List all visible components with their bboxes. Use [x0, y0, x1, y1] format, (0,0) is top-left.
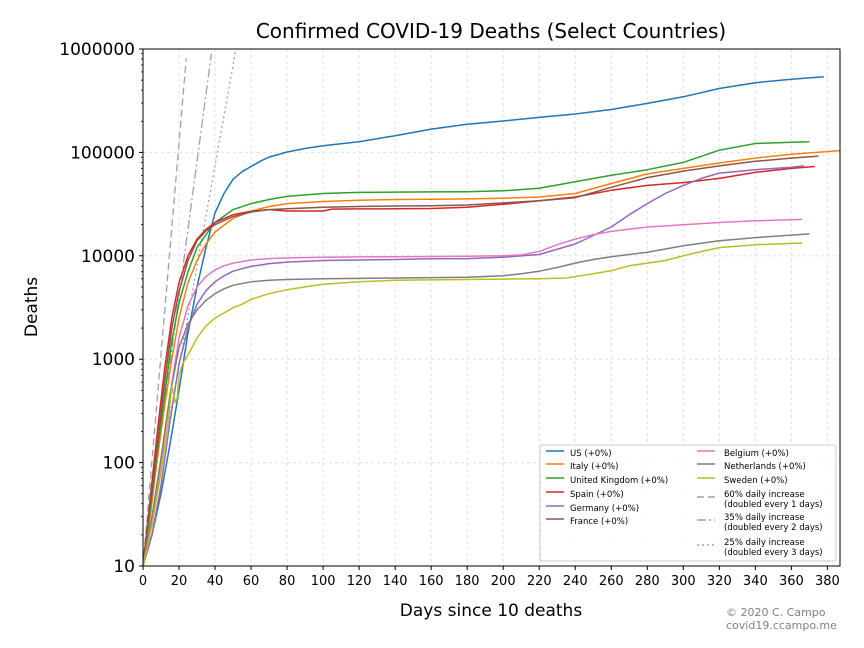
legend-label: Spain (+0%): [570, 490, 624, 500]
x-tick-label: 160: [419, 574, 444, 589]
series-line-1: [143, 149, 840, 566]
series-lines: [143, 75, 840, 566]
legend-label: 25% daily increase: [724, 538, 804, 548]
x-tick-label: 300: [671, 574, 696, 589]
legend-label: US (+0%): [570, 449, 612, 459]
series-line-5: [143, 155, 819, 566]
legend-label: (doubled every 2 days): [724, 523, 823, 533]
legend-label: Belgium (+0%): [724, 449, 789, 459]
x-tick-label: 220: [527, 574, 552, 589]
legend-label: France (+0%): [570, 517, 628, 527]
grid-lines: [143, 49, 840, 566]
legend-label: 60% daily increase: [724, 490, 804, 500]
legend-label: 35% daily increase: [724, 513, 804, 523]
y-tick-label: 1000000: [59, 40, 135, 60]
legend-box: [539, 444, 837, 562]
x-axis-label: Days since 10 deaths: [400, 601, 583, 621]
x-tick-label: 260: [599, 574, 624, 589]
y-axis-label: Deaths: [22, 277, 42, 337]
x-axis-ticks: 0 20 40 60 80 100 120 140 160 180 200 220 240 260 280 3…: [139, 566, 840, 589]
x-tick-label: 320: [707, 574, 732, 589]
x-tick-label: 80: [279, 574, 296, 589]
plot-frame: [142, 48, 841, 567]
series-line-2: [143, 140, 810, 566]
legend-label: Italy (+0%): [570, 462, 618, 472]
legend-label: (doubled every 1 days): [724, 500, 823, 510]
credit-line-2: covid19.ccampo.me: [726, 619, 837, 632]
x-tick-label: 380: [815, 574, 840, 589]
legend: US (+0%) Italy (+0%) United Kingdom (+0%) S…: [539, 444, 837, 562]
y-axis-ticks: 10 100 1000 10000 100000 1000000: [59, 40, 143, 577]
series-line-3: [143, 165, 815, 566]
legend-label: Netherlands (+0%): [724, 462, 806, 472]
x-tick-label: 240: [563, 574, 588, 589]
x-tick-label: 140: [383, 574, 408, 589]
y-tick-label: 10: [113, 557, 135, 577]
series-line-6: [143, 218, 803, 566]
reference-line-9: [143, 58, 187, 566]
x-tick-label: 20: [171, 574, 188, 589]
y-tick-label: 1000: [92, 350, 135, 370]
x-tick-label: 0: [139, 574, 147, 589]
reference-line-11: [143, 49, 237, 566]
x-tick-label: 40: [207, 574, 224, 589]
chart-title: Confirmed COVID-19 Deaths (Select Countr…: [256, 19, 726, 43]
y-tick-label: 100: [103, 454, 135, 474]
legend-label: Sweden (+0%): [724, 476, 788, 486]
x-tick-label: 180: [455, 574, 480, 589]
y-tick-label: 10000: [81, 247, 135, 267]
y-tick-label: 100000: [70, 143, 135, 163]
legend-label: (doubled every 3 days): [724, 548, 823, 558]
x-tick-label: 280: [635, 574, 660, 589]
series-line-8: [143, 242, 803, 566]
x-tick-label: 360: [779, 574, 804, 589]
x-tick-label: 340: [743, 574, 768, 589]
x-tick-label: 60: [243, 574, 260, 589]
credit-line-1: © 2020 C. Campo: [726, 606, 826, 619]
x-tick-label: 120: [347, 574, 372, 589]
x-tick-label: 100: [311, 574, 336, 589]
legend-label: Germany (+0%): [570, 504, 639, 514]
series-line-7: [143, 233, 810, 566]
x-tick-label: 200: [491, 574, 516, 589]
legend-label: United Kingdom (+0%): [570, 476, 668, 486]
